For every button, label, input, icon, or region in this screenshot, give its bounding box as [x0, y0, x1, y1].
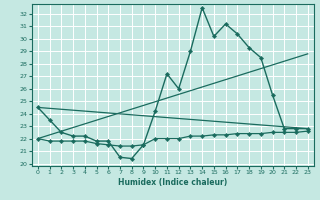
- X-axis label: Humidex (Indice chaleur): Humidex (Indice chaleur): [118, 178, 228, 187]
